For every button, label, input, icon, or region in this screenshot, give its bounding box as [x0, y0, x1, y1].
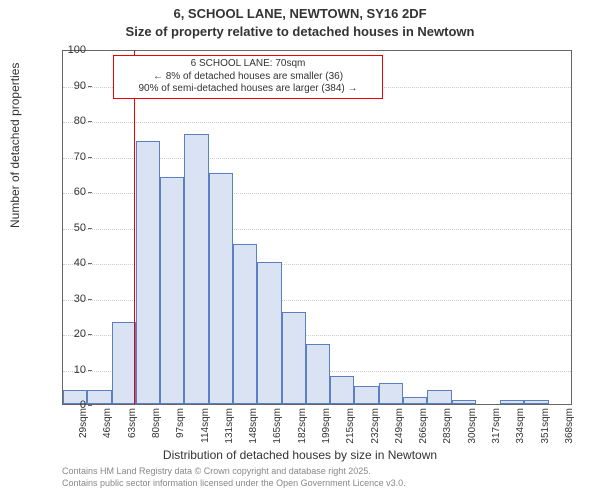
histogram-bar — [500, 400, 524, 404]
histogram-bar — [112, 322, 136, 404]
x-tick-label: 283sqm — [442, 408, 453, 444]
x-tick-label: 114sqm — [200, 408, 211, 443]
x-tick-label: 351sqm — [540, 408, 551, 444]
y-tick-label: 60 — [56, 186, 86, 198]
footer-line1: Contains HM Land Registry data © Crown c… — [62, 466, 371, 477]
x-tick-label: 80sqm — [151, 408, 162, 438]
y-tick-label: 100 — [56, 44, 86, 56]
y-tick-label: 70 — [56, 151, 86, 163]
y-tick-label: 40 — [56, 257, 86, 269]
y-tick-label: 30 — [56, 293, 86, 305]
x-tick-label: 46sqm — [102, 408, 113, 438]
chart-title-line1: 6, SCHOOL LANE, NEWTOWN, SY16 2DF — [0, 6, 600, 23]
x-tick-label: 182sqm — [297, 408, 308, 444]
histogram-bar — [282, 312, 306, 404]
footer-line2: Contains public sector information licen… — [62, 478, 406, 489]
x-tick-label: 266sqm — [418, 408, 429, 444]
histogram-bar — [306, 344, 330, 404]
gridline — [63, 122, 571, 123]
histogram-bar — [257, 262, 281, 404]
annotation-line: 6 SCHOOL LANE: 70sqm — [118, 58, 378, 71]
x-tick-label: 165sqm — [272, 408, 283, 444]
histogram-bar — [233, 244, 257, 404]
histogram-bar — [160, 177, 184, 404]
histogram-bar — [452, 400, 476, 404]
x-tick-label: 317sqm — [491, 408, 502, 444]
x-tick-label: 63sqm — [127, 408, 138, 438]
histogram-bar — [209, 173, 233, 404]
annotation-box: 6 SCHOOL LANE: 70sqm← 8% of detached hou… — [113, 55, 383, 99]
histogram-bar — [87, 390, 111, 404]
x-tick-label: 300sqm — [467, 408, 478, 444]
annotation-line: ← 8% of detached houses are smaller (36) — [118, 71, 378, 84]
histogram-bar — [524, 400, 548, 404]
histogram-bar — [330, 376, 354, 404]
histogram-bar — [379, 383, 403, 404]
histogram-bar — [354, 386, 378, 404]
x-tick-label: 334sqm — [515, 408, 526, 444]
x-tick-label: 199sqm — [321, 408, 332, 444]
y-tick-label: 90 — [56, 80, 86, 92]
x-tick-label: 232sqm — [370, 408, 381, 444]
y-tick-label: 10 — [56, 364, 86, 376]
x-tick-label: 131sqm — [224, 408, 235, 444]
x-tick-label: 97sqm — [175, 408, 186, 438]
y-tick-label: 80 — [56, 115, 86, 127]
y-tick-label: 50 — [56, 222, 86, 234]
chart-container: 6, SCHOOL LANE, NEWTOWN, SY16 2DF Size o… — [0, 0, 600, 500]
x-tick-label: 148sqm — [248, 408, 259, 444]
indicator-line — [134, 51, 135, 404]
chart-title-line2: Size of property relative to detached ho… — [0, 24, 600, 39]
x-tick-label: 249sqm — [394, 408, 405, 444]
histogram-bar — [403, 397, 427, 404]
x-tick-label: 215sqm — [345, 408, 356, 444]
x-axis-label: Distribution of detached houses by size … — [0, 448, 600, 462]
plot-area: 6 SCHOOL LANE: 70sqm← 8% of detached hou… — [62, 50, 572, 405]
histogram-bar — [136, 141, 160, 404]
annotation-line: 90% of semi-detached houses are larger (… — [118, 83, 378, 96]
x-tick-label: 29sqm — [78, 408, 89, 438]
y-axis-label: Number of detached properties — [8, 63, 22, 228]
x-tick-label: 368sqm — [564, 408, 575, 444]
histogram-bar — [184, 134, 208, 404]
histogram-bar — [427, 390, 451, 404]
y-tick-label: 20 — [56, 328, 86, 340]
